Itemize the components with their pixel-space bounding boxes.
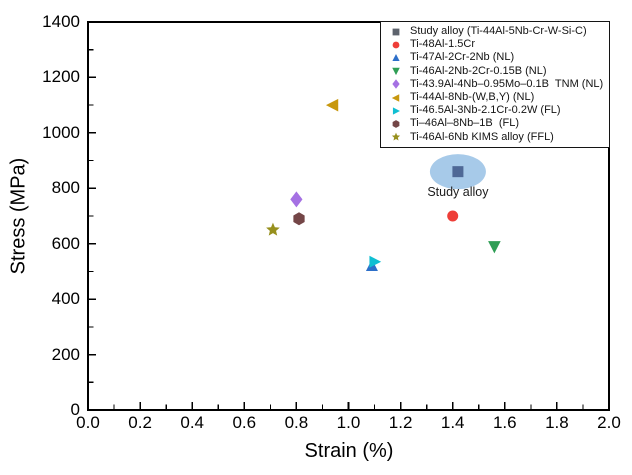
data-point-triangle-down xyxy=(488,241,501,254)
x-tick-label: 1.2 xyxy=(388,413,413,432)
y-tick-label: 1400 xyxy=(42,12,80,31)
legend-item-label: Ti-43.9Al-4Nb–0.95Mo–0.1B TNM (NL) xyxy=(410,77,604,90)
legend-marker-icon xyxy=(392,54,400,62)
legend-item: Ti-46.5Al-3Nb-2.1Cr-0.2W (FL) xyxy=(381,104,609,117)
x-axis-title: Strain (%) xyxy=(304,440,394,462)
x-tick-label: 2.0 xyxy=(597,413,621,432)
x-tick-label: 0.4 xyxy=(180,413,205,432)
data-point-star xyxy=(266,222,280,236)
legend-marker-icon xyxy=(391,132,401,141)
data-point-triangle-right xyxy=(369,255,382,268)
x-tick-label: 0.2 xyxy=(128,413,152,432)
y-tick-label: 1200 xyxy=(42,67,80,87)
axis-ticks xyxy=(87,21,610,411)
x-tick-label: 0.8 xyxy=(284,413,309,432)
legend-marker-icon xyxy=(391,93,400,102)
legend-item-label: Ti-44Al-8Nb-(W,B,Y) (NL) xyxy=(410,90,535,103)
legend-item: Ti-48Al-1.5Cr xyxy=(381,38,609,51)
legend-item-label: Ti-46Al-6Nb KIMS alloy (FFL) xyxy=(410,130,554,143)
legend-item: Ti-47Al-2Cr-2Nb (NL) xyxy=(381,51,609,64)
legend-item-label: Ti-48Al-1.5Cr xyxy=(410,38,475,51)
x-tick-label: 0.0 xyxy=(76,413,100,432)
plot-frame xyxy=(87,21,610,411)
x-tick-label: 1.8 xyxy=(545,413,569,432)
legend-item-label: Study alloy (Ti-44Al-5Nb-Cr-W-Si-C) xyxy=(410,25,587,37)
x-tick-label: 1.4 xyxy=(440,413,465,432)
legend-marker-icon xyxy=(392,67,400,76)
x-tick-label: 1.6 xyxy=(492,413,517,432)
x-tick-label: 0.6 xyxy=(232,413,257,432)
y-axis-title: Stress (MPa) xyxy=(7,157,30,275)
data-point-square xyxy=(452,166,464,178)
data-point-circle xyxy=(447,210,459,222)
y-tick-label: 400 xyxy=(51,289,80,309)
y-tick-label: 0 xyxy=(70,400,80,419)
legend-marker-icon xyxy=(392,120,400,128)
legend-item-label: Ti-46.5Al-3Nb-2.1Cr-0.2W (FL) xyxy=(410,104,561,117)
legend-item-label: Ti-47Al-2Cr-2Nb (NL) xyxy=(410,51,515,64)
legend-box: Study alloy (Ti-44Al-5Nb-Cr-W-Si-C) Ti-48… xyxy=(380,21,610,148)
legend-marker-icon xyxy=(392,79,400,90)
legend-item: Ti-46Al-6Nb KIMS alloy (FFL) xyxy=(381,131,609,144)
legend-marker-icon xyxy=(392,28,400,35)
legend-item-label: Ti-46Al-2Nb-2Cr-0.15B (NL) xyxy=(410,64,547,77)
legend-item: Ti–46Al–8Nb–1B (FL) xyxy=(381,117,609,130)
legend-item: Ti-43.9Al-4Nb–0.95Mo–0.1B TNM (NL) xyxy=(381,78,609,91)
y-tick-label: 1000 xyxy=(42,122,80,142)
y-tick-label: 600 xyxy=(51,233,80,253)
legend-marker-icon xyxy=(392,107,400,115)
data-point-triangle-left xyxy=(325,98,339,112)
study-alloy-annotation-label: Study alloy xyxy=(427,184,489,199)
legend-marker-icon xyxy=(392,41,400,49)
y-tick-label: 200 xyxy=(51,344,80,364)
legend-item: Study alloy (Ti-44Al-5Nb-Cr-W-Si-C) xyxy=(381,25,609,38)
data-point-hexagon xyxy=(293,212,305,226)
legend-item: Ti-46Al-2Nb-2Cr-0.15B (NL) xyxy=(381,65,609,78)
x-tick-label: 1.0 xyxy=(336,413,361,432)
data-point-diamond xyxy=(290,191,303,208)
legend-item: Ti-44Al-8Nb-(W,B,Y) (NL) xyxy=(381,91,609,104)
legend-item-label: Ti–46Al–8Nb–1B (FL) xyxy=(410,117,520,130)
y-tick-label: 800 xyxy=(51,178,80,198)
